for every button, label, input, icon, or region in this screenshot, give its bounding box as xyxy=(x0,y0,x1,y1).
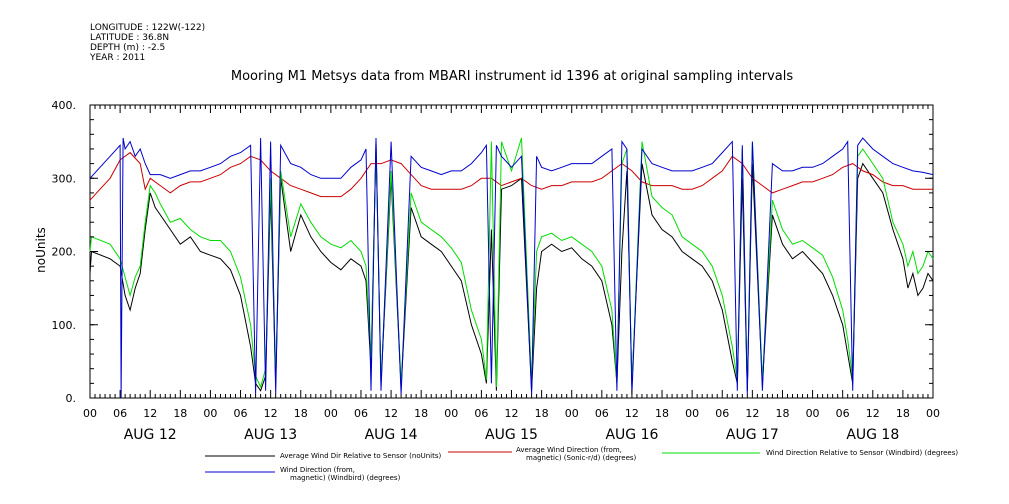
x-tick-label: 06 xyxy=(354,407,368,420)
x-tick-label: 12 xyxy=(866,407,880,420)
x-tick-label: 00 xyxy=(565,407,579,420)
metadata-block: LONGITUDE : 122W(-122) LATITUDE : 36.8N … xyxy=(89,23,205,63)
series-line-2 xyxy=(89,151,933,201)
x-tick-label: 18 xyxy=(535,407,549,420)
y-axis-label: noUnits xyxy=(34,227,48,273)
x-tick-label: 00 xyxy=(83,407,97,420)
x-tick-label: 12 xyxy=(625,407,639,420)
y-ticks: 0. 100. 200. 300. 400. xyxy=(52,99,933,405)
x-tick-label: 12 xyxy=(143,407,157,420)
day-label: AUG 13 xyxy=(244,427,297,443)
day-label: AUG 14 xyxy=(365,427,418,443)
x-tick-label: 18 xyxy=(896,407,910,420)
y-tick-label: 200. xyxy=(52,246,77,259)
x-tick-label: 18 xyxy=(173,407,187,420)
y-tick-label: 300. xyxy=(52,172,77,185)
legend-label-1: Average Wind Dir Relative to Sensor (noU… xyxy=(280,452,441,460)
x-tick-label: 06 xyxy=(474,407,488,420)
chart-title: Mooring M1 Metsys data from MBARI instru… xyxy=(231,69,793,84)
series-line-3 xyxy=(89,137,934,389)
x-tick-label: 00 xyxy=(806,407,820,420)
y-tick-label: 100. xyxy=(52,319,77,332)
x-tick-label: 06 xyxy=(113,407,127,420)
legend-label-4: Wind Direction (from, magnetic) (Windbird… xyxy=(280,466,401,482)
series-line-4 xyxy=(89,137,934,399)
legend-label-3: Wind Direction Relative to Sensor (Windb… xyxy=(766,449,958,457)
series-layer xyxy=(89,137,934,399)
x-tick-label: 18 xyxy=(414,407,428,420)
x-ticks: 00 06 12 18 00 06 12 18 00 06 12 18 00 06 12 18 00 06 12 18… xyxy=(83,105,940,443)
day-label: AUG 18 xyxy=(846,427,899,443)
x-tick-label: 18 xyxy=(655,407,669,420)
meta-longitude: LONGITUDE : 122W(-122) xyxy=(90,23,205,33)
day-label: AUG 17 xyxy=(726,427,779,443)
x-tick-label: 06 xyxy=(836,407,850,420)
meta-latitude: LATITUDE : 36.8N xyxy=(90,33,169,43)
x-tick-label: 12 xyxy=(505,407,519,420)
legend: Average Wind Dir Relative to Sensor (noU… xyxy=(205,446,958,482)
plot-frame xyxy=(89,104,934,399)
y-tick-label: 400. xyxy=(52,99,77,112)
day-label: AUG 12 xyxy=(124,427,177,443)
x-tick-label: 00 xyxy=(685,407,699,420)
x-tick-label: 00 xyxy=(203,407,217,420)
x-tick-label: 06 xyxy=(595,407,609,420)
x-tick-label: 06 xyxy=(715,407,729,420)
x-tick-label: 12 xyxy=(745,407,759,420)
y-tick-label: 0. xyxy=(66,392,77,405)
x-tick-label: 00 xyxy=(926,407,940,420)
x-tick-label: 12 xyxy=(264,407,278,420)
series-line-1 xyxy=(89,141,934,392)
x-tick-label: 12 xyxy=(384,407,398,420)
day-label: AUG 15 xyxy=(485,427,538,443)
meta-year: YEAR : 2011 xyxy=(89,53,145,63)
x-tick-label: 18 xyxy=(775,407,789,420)
x-tick-label: 00 xyxy=(324,407,338,420)
day-label: AUG 16 xyxy=(605,427,658,443)
x-tick-label: 00 xyxy=(444,407,458,420)
meta-depth: DEPTH (m) : -2.5 xyxy=(90,43,165,53)
x-tick-label: 18 xyxy=(294,407,308,420)
x-tick-label: 06 xyxy=(234,407,248,420)
legend-label-2: Average Wind Direction (from, magnetic) (… xyxy=(516,446,637,462)
